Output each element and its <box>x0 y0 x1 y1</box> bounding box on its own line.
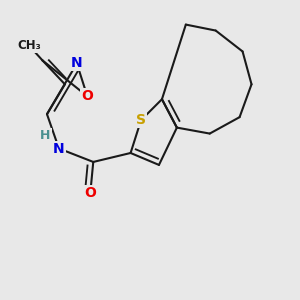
Text: N: N <box>53 142 65 155</box>
Text: N: N <box>71 56 83 70</box>
Text: CH₃: CH₃ <box>17 39 41 52</box>
Text: O: O <box>81 89 93 103</box>
Text: S: S <box>136 113 146 127</box>
Text: H: H <box>40 129 51 142</box>
Text: O: O <box>84 186 96 200</box>
